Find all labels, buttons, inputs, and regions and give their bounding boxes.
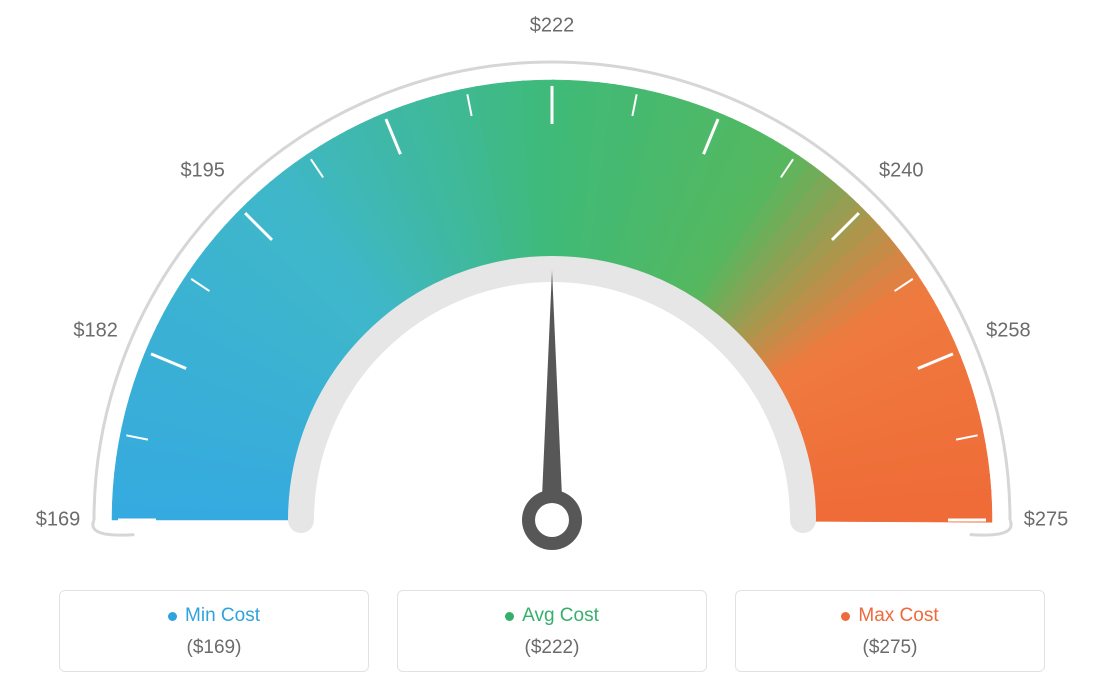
legend-card-max: Max Cost ($275) bbox=[735, 590, 1045, 672]
legend-value: ($275) bbox=[746, 637, 1034, 659]
legend-label: Max Cost bbox=[858, 605, 938, 627]
dot-icon bbox=[505, 612, 514, 621]
legend-value: ($222) bbox=[408, 637, 696, 659]
legend-value: ($169) bbox=[70, 637, 358, 659]
gauge-chart: $169 $182 $195 $222 $240 $258 $275 bbox=[0, 0, 1104, 560]
legend-title-min: Min Cost bbox=[168, 605, 260, 627]
gauge-tick-label: $169 bbox=[36, 509, 81, 532]
dot-icon bbox=[168, 612, 177, 621]
legend-card-avg: Avg Cost ($222) bbox=[397, 590, 707, 672]
gauge-tick-label: $275 bbox=[1024, 509, 1069, 532]
gauge-tick-label: $182 bbox=[73, 319, 118, 342]
legend-title-avg: Avg Cost bbox=[505, 605, 599, 627]
legend-row: Min Cost ($169) Avg Cost ($222) Max Cost… bbox=[0, 590, 1104, 672]
gauge-tick-label: $195 bbox=[180, 159, 225, 182]
dot-icon bbox=[841, 612, 850, 621]
legend-card-min: Min Cost ($169) bbox=[59, 590, 369, 672]
gauge-tick-label: $222 bbox=[530, 15, 575, 38]
legend-title-max: Max Cost bbox=[841, 605, 938, 627]
gauge-tick-label: $258 bbox=[986, 319, 1031, 342]
legend-label: Avg Cost bbox=[522, 605, 599, 627]
gauge-svg bbox=[0, 0, 1104, 560]
gauge-tick-label: $240 bbox=[879, 159, 924, 182]
legend-label: Min Cost bbox=[185, 605, 260, 627]
